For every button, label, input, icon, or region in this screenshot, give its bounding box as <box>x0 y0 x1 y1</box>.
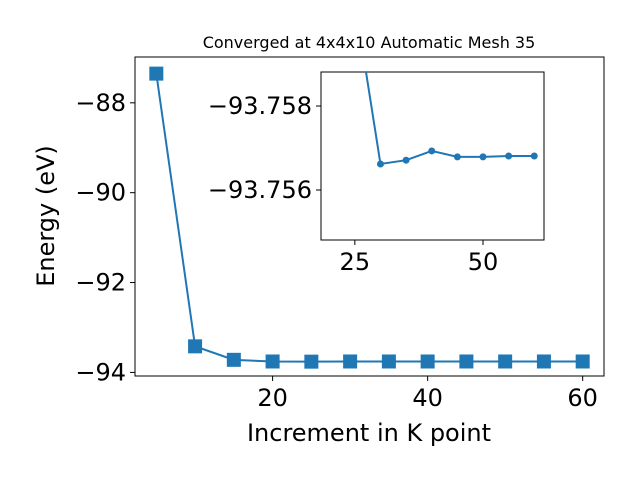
marker <box>459 354 474 369</box>
marker <box>265 354 280 369</box>
series <box>364 72 538 168</box>
marker <box>304 354 319 369</box>
marker <box>479 153 487 161</box>
chart-title: Converged at 4x4x10 Automatic Mesh 35 <box>203 33 536 52</box>
marker <box>402 156 410 164</box>
x-tick-label: 25 <box>340 248 371 276</box>
marker <box>505 152 513 160</box>
y-tick-label: −93.756 <box>208 176 312 204</box>
y-tick-label: −92 <box>75 269 126 297</box>
marker <box>381 354 396 369</box>
marker <box>226 352 241 367</box>
x-tick-label: 60 <box>567 384 598 412</box>
marker <box>188 339 203 354</box>
marker <box>575 354 590 369</box>
y-axis-label: Energy (eV) <box>32 145 60 287</box>
marker <box>420 354 435 369</box>
marker <box>453 153 461 161</box>
series <box>149 66 590 369</box>
marker <box>376 160 384 168</box>
marker <box>343 354 358 369</box>
x-tick-label: 50 <box>468 248 499 276</box>
y-tick-label: −88 <box>75 89 126 117</box>
marker <box>498 354 513 369</box>
x-tick-label: 40 <box>412 384 443 412</box>
marker <box>530 152 538 160</box>
marker <box>428 147 436 155</box>
x-axis-label: Increment in K point <box>247 419 491 447</box>
y-tick-label: −93.758 <box>208 92 312 120</box>
marker <box>149 66 164 81</box>
y-tick-label: −90 <box>75 179 126 207</box>
y-tick-label: −94 <box>75 358 126 386</box>
series-line <box>364 72 535 166</box>
x-tick-label: 20 <box>257 384 288 412</box>
marker <box>536 354 551 369</box>
